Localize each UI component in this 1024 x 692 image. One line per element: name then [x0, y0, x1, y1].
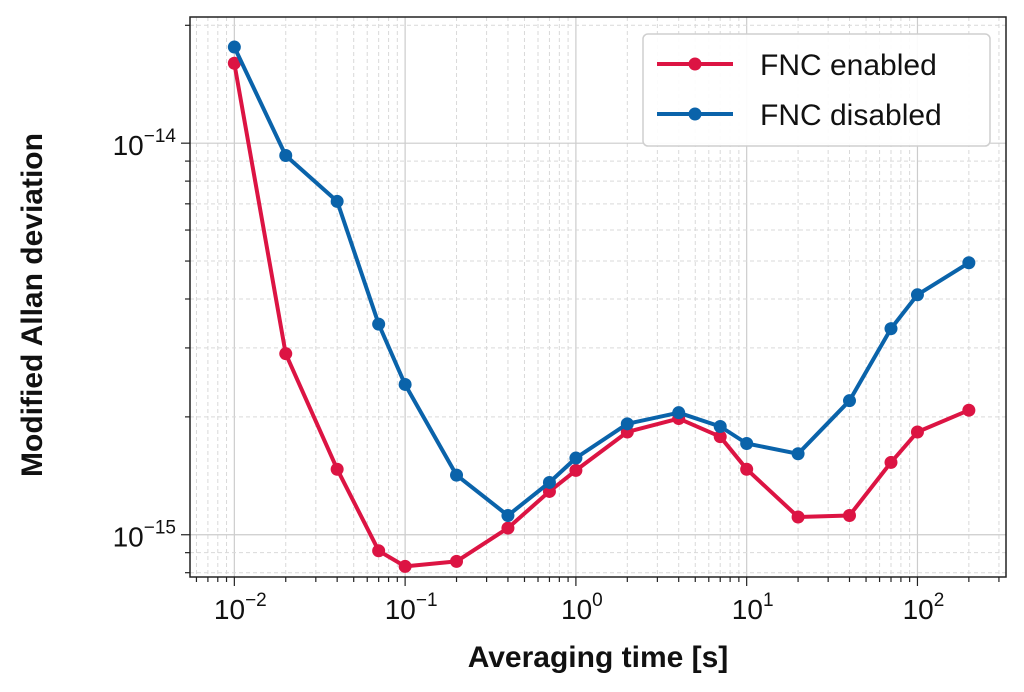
data-point [962, 403, 976, 417]
x-tick-label-base: 10 [214, 594, 245, 625]
y-tick-label-base: 10 [113, 130, 144, 161]
data-point [372, 317, 386, 331]
data-point [791, 510, 805, 524]
x-tick-label: 10−1 [385, 590, 438, 625]
y-tick-label-exponent: −15 [144, 518, 176, 539]
x-tick-label-exponent: 2 [934, 590, 945, 611]
x-tick-label-exponent: −2 [245, 590, 267, 611]
data-point [372, 544, 386, 558]
data-point [740, 437, 754, 451]
x-tick-label-exponent: −1 [416, 590, 438, 611]
data-point [501, 521, 515, 535]
data-point [884, 322, 898, 336]
legend-marker [688, 107, 702, 121]
data-point [962, 256, 976, 270]
y-tick-label-base: 10 [113, 522, 144, 553]
data-point [569, 451, 583, 465]
y-tick-label-exponent: −14 [144, 126, 177, 147]
data-point [450, 468, 464, 482]
series-lines [227, 40, 976, 573]
legend-label: FNC disabled [760, 99, 942, 132]
data-point [713, 419, 727, 433]
data-point [227, 40, 241, 54]
data-point [279, 347, 293, 361]
data-point [398, 559, 412, 573]
data-point [740, 462, 754, 476]
data-point [713, 430, 727, 444]
legend: FNC enabled FNC disabled [642, 33, 991, 147]
data-point [672, 406, 686, 420]
series-line [232, 61, 971, 569]
x-tick-label-base: 10 [732, 594, 763, 625]
x-tick-label-base: 10 [903, 594, 934, 625]
data-point [227, 56, 241, 70]
data-point [501, 508, 515, 522]
x-axis-title: Averaging time [s] [468, 641, 729, 674]
x-tick-label-exponent: 1 [763, 590, 774, 611]
y-axis-title: Modified Allan deviation [16, 133, 49, 477]
data-point [910, 288, 924, 302]
axis-ticks [181, 24, 1000, 586]
data-point [910, 425, 924, 439]
y-tick-label: 10−14 [113, 126, 177, 161]
data-point [330, 462, 344, 476]
data-point [398, 377, 412, 391]
series-line [232, 45, 971, 518]
data-point [330, 194, 344, 208]
data-point [542, 475, 556, 489]
x-tick-label: 100 [561, 590, 603, 625]
x-tick-label: 102 [903, 590, 945, 625]
series-1 [227, 40, 976, 522]
data-point [279, 149, 293, 163]
data-point [842, 394, 856, 408]
x-tick-label: 101 [732, 590, 774, 625]
data-point [620, 417, 634, 431]
x-tick-label-exponent: 0 [592, 590, 603, 611]
legend-label: FNC enabled [760, 49, 937, 82]
data-point [569, 463, 583, 477]
x-tick-label: 10−2 [214, 590, 267, 625]
legend-marker [688, 57, 702, 71]
data-point [791, 447, 805, 461]
legend-item: FNC enabled [657, 49, 937, 82]
plot-frame [189, 16, 1007, 578]
x-tick-label-base: 10 [385, 594, 416, 625]
data-point [884, 455, 898, 469]
x-tick-label-base: 10 [561, 594, 592, 625]
data-point [450, 554, 464, 568]
data-point [542, 484, 556, 498]
data-point [842, 508, 856, 522]
legend-item: FNC disabled [657, 99, 942, 132]
y-tick-label: 10−15 [113, 518, 176, 553]
